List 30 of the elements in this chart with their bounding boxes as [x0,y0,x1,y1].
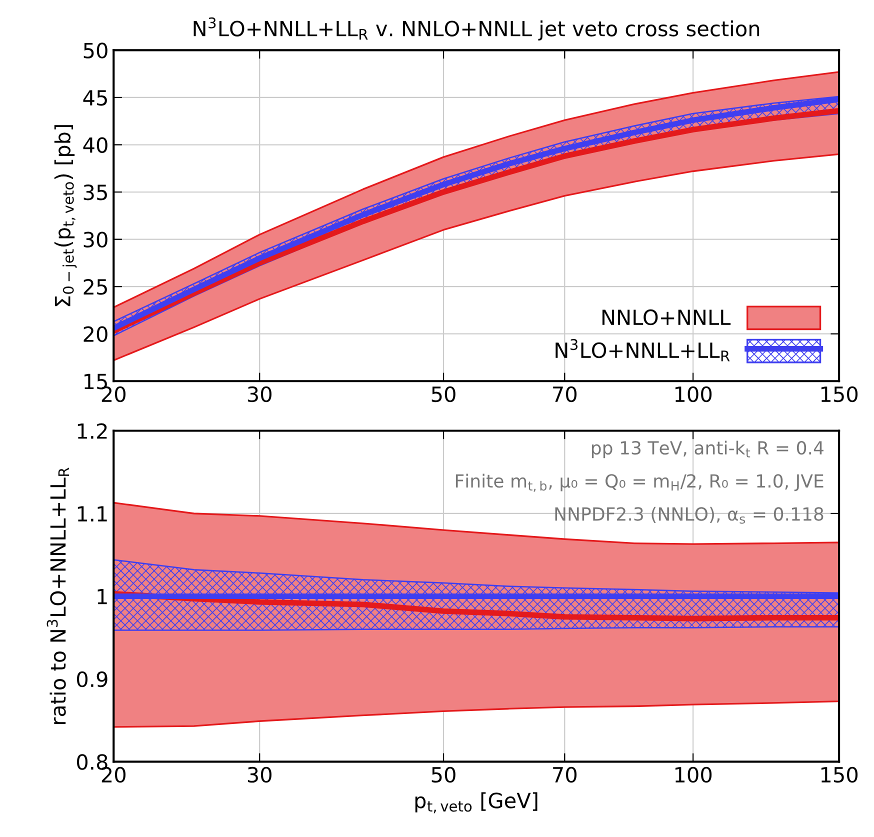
x-tick-label: 50 [432,766,456,783]
x-tick-label: 30 [248,386,272,402]
y-tick-label: 1 [98,588,107,604]
x-tick-label: 70 [553,766,577,783]
y-tick-label: 50 [84,42,108,58]
y-tick-label: 0.9 [77,671,108,688]
annotation: pp 13 TeV, anti-k$_{t}$ R = 0.4 [592,440,824,458]
x-tick-label: 150 [821,386,858,402]
x-tick-label: 70 [553,386,577,402]
y-tick-label: 25 [84,279,107,295]
legend-label: N$^{3}$LO+NNLL+LL$_{R}$ [556,339,730,362]
x-tick-label: 150 [821,766,858,783]
x-tick-label: 30 [248,766,272,783]
y-tick-label: 30 [84,232,108,248]
y-axis-title: Σ$_{0−jet}$(p$_{t,veto}$) [pb] [54,125,77,306]
x-tick-label: 100 [675,386,712,402]
y-tick-label: 35 [84,184,107,200]
y-tick-label: 20 [84,326,108,342]
x-tick-label: 50 [432,386,456,402]
annotation: Finite m$_{t,b}$, μ₀ = Q₀ = m$_{H}$/2, R₀ = 1.0, JVE [456,474,824,492]
y-tick-label: 1.1 [78,506,107,522]
y-axis-title: ratio to N$^{3}$LO+NNLL+LL$_{R}$ [46,468,69,724]
annotation: NNPDF2.3 (NNLO), α$_{s}$ = 0.118 [555,506,824,524]
legend-label: NNLO+NNLL [602,309,731,326]
x-axis-title: p$_{t,veto}$ [GeV] [415,792,538,814]
x-tick-label: 100 [675,766,712,783]
y-tick-label: 40 [83,137,108,153]
y-tick-label: 1.2 [78,423,107,439]
chart-title: N$^{3}$LO+NNLL+LL$_{R}$ v. NNLO+NNLL jet veto cross section [194,17,760,41]
y-tick-label: 45 [83,90,107,106]
